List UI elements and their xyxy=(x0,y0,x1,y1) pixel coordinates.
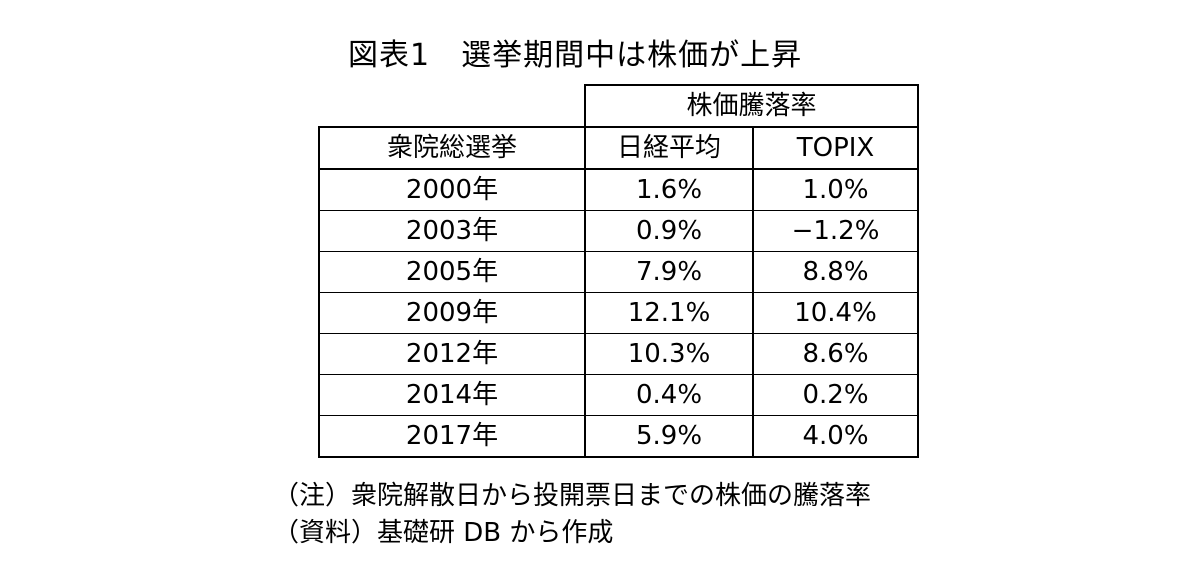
table-row: 2005年 7.9% 8.8% xyxy=(318,251,919,293)
row-topix-value: 8.6% xyxy=(752,333,919,375)
column-header-election: 衆院総選挙 xyxy=(318,126,586,170)
footnote: （注）衆院解散日から投開票日までの株価の騰落率 xyxy=(273,481,872,511)
row-nikkei-value: 0.9% xyxy=(584,210,754,252)
notes-block: （注）衆院解散日から投開票日までの株価の騰落率 （資料）基礎研 DB から作成 xyxy=(273,478,871,552)
figure-title: 図表1 選挙期間中は株価が上昇 xyxy=(348,38,803,73)
column-header-topix: TOPIX xyxy=(752,127,919,170)
row-year: 2017年 xyxy=(318,415,586,458)
row-topix-value: 4.0% xyxy=(752,415,919,458)
table-row: 2017年 5.9% 4.0% xyxy=(318,415,919,458)
row-nikkei-value: 5.9% xyxy=(584,415,754,458)
row-nikkei-value: 0.4% xyxy=(584,374,754,416)
stock-return-table: 株価騰落率 衆院総選挙 日経平均 TOPIX 2000年 1.6% 1.0% 2… xyxy=(318,84,919,458)
row-year: 2005年 xyxy=(318,251,586,293)
row-nikkei-value: 1.6% xyxy=(584,169,754,211)
row-nikkei-value: 7.9% xyxy=(584,251,754,293)
group-header-stock-return: 株価騰落率 xyxy=(584,84,919,128)
row-year: 2000年 xyxy=(318,169,586,211)
row-year: 2009年 xyxy=(318,292,586,334)
row-year: 2012年 xyxy=(318,333,586,375)
row-topix-value: 1.0% xyxy=(752,169,919,211)
table-row: 2009年 12.1% 10.4% xyxy=(318,292,919,334)
table-row: 2003年 0.9% −1.2% xyxy=(318,210,919,252)
table-row: 2014年 0.4% 0.2% xyxy=(318,374,919,416)
row-year: 2014年 xyxy=(318,374,586,416)
row-topix-value: 0.2% xyxy=(752,374,919,416)
column-header-row: 衆院総選挙 日経平均 TOPIX xyxy=(318,126,919,170)
group-header-row: 株価騰落率 xyxy=(319,84,919,128)
column-header-nikkei: 日経平均 xyxy=(584,127,754,170)
empty-corner-cell xyxy=(319,85,585,127)
table-row: 2000年 1.6% 1.0% xyxy=(318,169,919,211)
row-year: 2003年 xyxy=(318,210,586,252)
row-nikkei-value: 10.3% xyxy=(584,333,754,375)
row-nikkei-value: 12.1% xyxy=(584,292,754,334)
row-topix-value: 8.8% xyxy=(752,251,919,293)
table-row: 2012年 10.3% 8.6% xyxy=(318,333,919,375)
row-topix-value: −1.2% xyxy=(752,210,919,252)
row-topix-value: 10.4% xyxy=(752,292,919,334)
source-note: （資料）基礎研 DB から作成 xyxy=(273,518,614,548)
